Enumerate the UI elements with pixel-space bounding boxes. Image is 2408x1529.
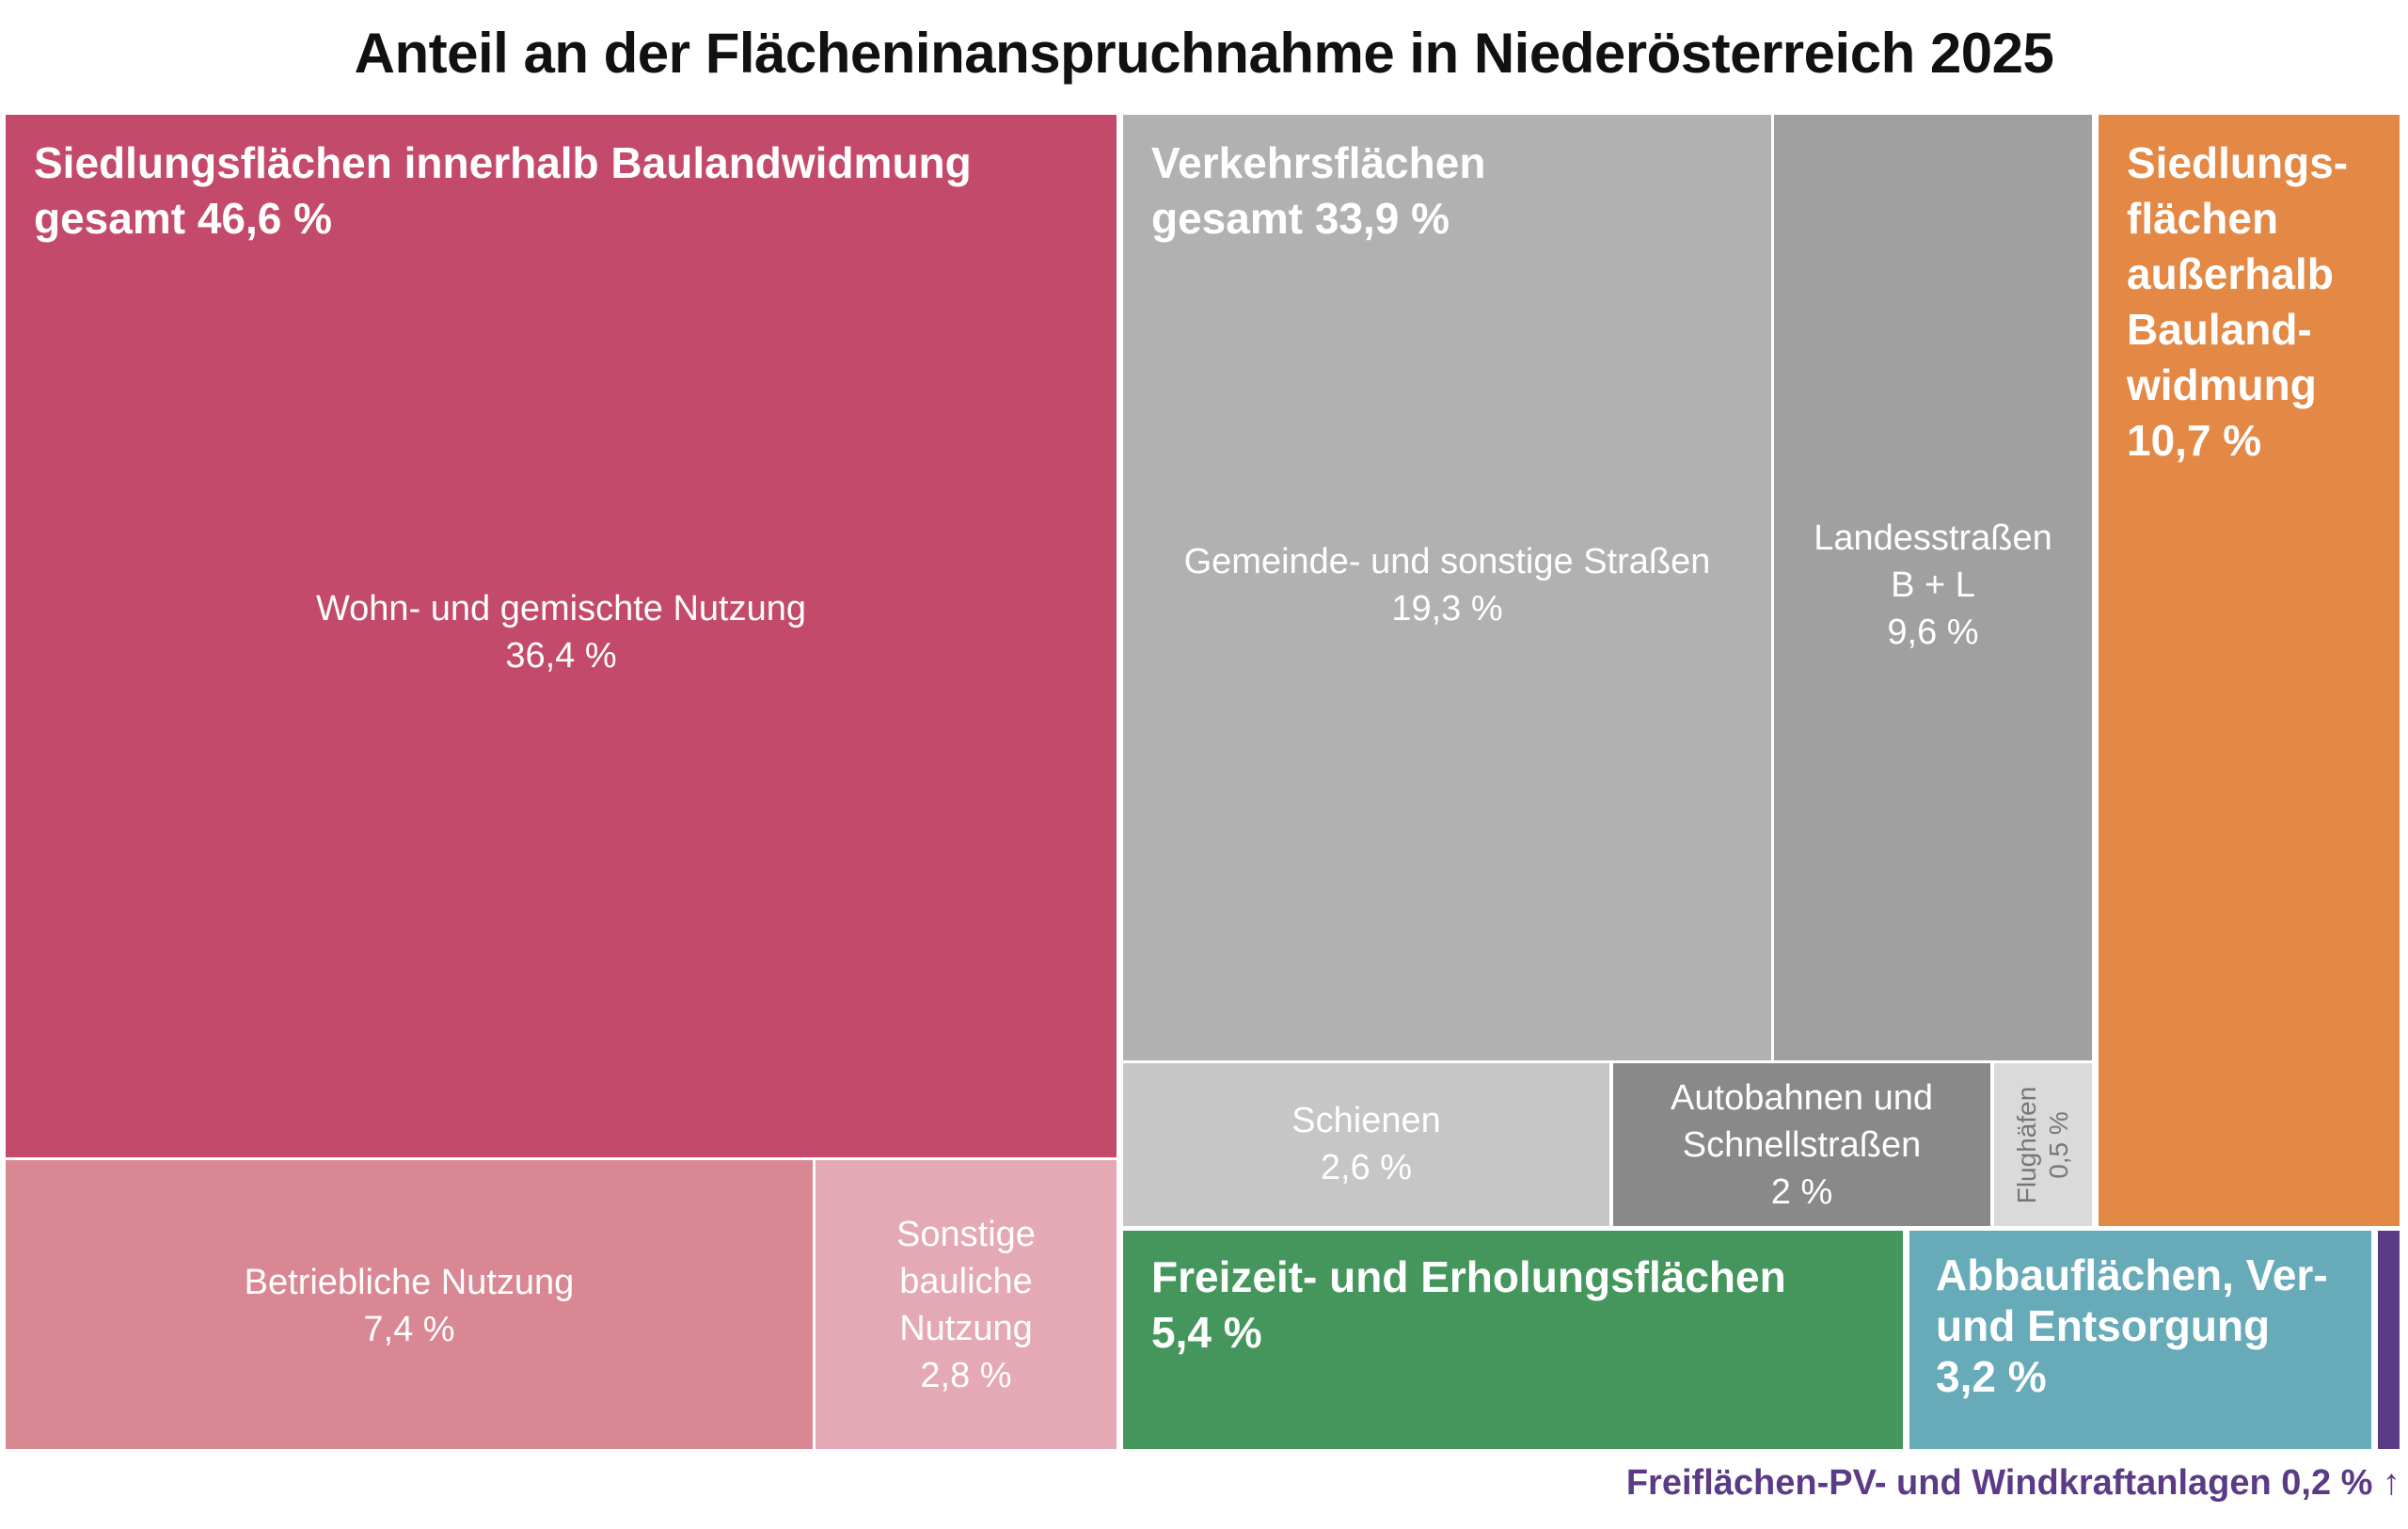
tile-sonstige: Sonstige bauliche Nutzung 2,8 % [816, 1160, 1117, 1449]
tile-value: 2,6 % [1320, 1148, 1413, 1187]
tile-name: B + L [1891, 565, 1975, 605]
tile-siedlung-ausserhalb: Siedlungs- flächen außerhalb Bauland- wi… [2099, 115, 2400, 1226]
group-name: außerhalb [2127, 249, 2334, 298]
group-header-siedlung-ausserhalb: Siedlungs- flächen außerhalb Bauland- wi… [2127, 135, 2348, 469]
group-total: 5,4 % [1151, 1308, 1262, 1357]
group-header-abbau: Abbauflächen, Ver- und Entsorgung 3,2 % [1936, 1250, 2328, 1402]
tile-flughaefen: Flughäfen 0,5 % [1994, 1063, 2092, 1226]
tile-name: Flughäfen [2012, 1086, 2041, 1203]
tile-label: Flughäfen 0,5 % [2011, 1086, 2075, 1203]
tile-name: Schienen [1291, 1101, 1441, 1140]
group-name: Freizeit- und Erholungsflächen [1151, 1252, 1786, 1301]
group-name: Verkehrsflächen [1151, 138, 1486, 187]
tile-freizeit: Freizeit- und Erholungsflächen 5,4 % [1123, 1231, 1903, 1449]
tile-label: Landesstraßen B + L 9,6 % [1774, 515, 2092, 656]
tile-value: 7,4 % [363, 1310, 455, 1349]
group-total: 3,2 % [1936, 1352, 2047, 1401]
tile-name: Betriebliche Nutzung [244, 1263, 575, 1302]
tile-value: 36,4 % [505, 636, 617, 676]
group-total: gesamt 46,6 % [34, 194, 333, 243]
group-name: Bauland- [2127, 305, 2312, 354]
tile-pv-wind [2378, 1231, 2400, 1449]
tile-name: Sonstige bauliche Nutzung [896, 1215, 1036, 1348]
tile-name: Schnellstraßen [1682, 1125, 1922, 1165]
tile-value: 0,5 % [2044, 1110, 2073, 1179]
tile-betrieblich: Betriebliche Nutzung 7,4 % [6, 1160, 813, 1449]
tile-value: 19,3 % [1391, 589, 1503, 629]
tile-label: Sonstige bauliche Nutzung 2,8 % [816, 1211, 1117, 1399]
tile-wohn-gemischt: Siedlungsflächen innerhalb Baulandwidmun… [6, 115, 1117, 1157]
tile-value: 2 % [1770, 1172, 1833, 1212]
tile-name: Wohn- und gemischte Nutzung [315, 589, 807, 629]
group-name: widmung [2127, 360, 2317, 409]
chart-title: Anteil an der Flächeninanspruchnahme in … [354, 22, 2054, 85]
tile-autobahnen: Autobahnen und Schnellstraßen 2 % [1613, 1063, 1990, 1226]
group-name: flächen [2127, 194, 2279, 243]
group-header-siedlung-innerhalb: Siedlungsflächen innerhalb Baulandwidmun… [34, 135, 972, 247]
tile-name: Autobahnen und [1671, 1078, 1933, 1118]
group-header-freizeit: Freizeit- und Erholungsflächen 5,4 % [1151, 1250, 1786, 1361]
tile-landesstrassen: Landesstraßen B + L 9,6 % [1774, 115, 2092, 1060]
tile-abbau: Abbauflächen, Ver- und Entsorgung 3,2 % [1909, 1231, 2371, 1449]
tile-label: Autobahnen und Schnellstraßen 2 % [1613, 1075, 1990, 1216]
tile-gemeindestrassen: Verkehrsflächen gesamt 33,9 % Gemeinde- … [1123, 115, 1771, 1060]
group-header-verkehr: Verkehrsflächen gesamt 33,9 % [1151, 135, 1485, 247]
tile-value: 2,8 % [920, 1356, 1012, 1395]
tile-schienen: Schienen 2,6 % [1123, 1063, 1609, 1226]
group-total: gesamt 33,9 % [1151, 194, 1450, 243]
tile-label: Wohn- und gemischte Nutzung 36,4 % [6, 585, 1117, 679]
tile-value: 9,6 % [1887, 613, 1979, 652]
group-name: Abbauflächen, Ver- [1936, 1250, 2328, 1299]
tile-name: Landesstraßen [1814, 518, 2052, 558]
footnote-pv-wind: Freiflächen-PV- und Windkraftanlagen 0,2… [1625, 1463, 2400, 1503]
group-name: Siedlungs- [2127, 138, 2349, 187]
tile-name: Gemeinde- und sonstige Straßen [1183, 542, 1711, 581]
group-name: Siedlungsflächen innerhalb Baulandwidmun… [34, 138, 972, 187]
group-total: 10,7 % [2127, 416, 2262, 465]
tile-label: Betriebliche Nutzung 7,4 % [6, 1259, 813, 1353]
group-name: und Entsorgung [1936, 1301, 2271, 1350]
tile-label: Schienen 2,6 % [1123, 1097, 1609, 1191]
tile-label: Gemeinde- und sonstige Straßen 19,3 % [1123, 538, 1771, 632]
